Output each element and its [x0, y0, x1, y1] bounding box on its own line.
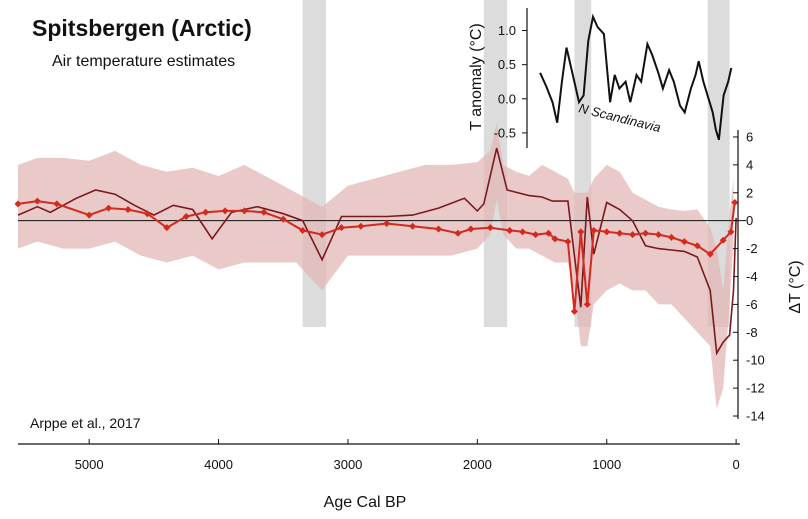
uncertainty-band [18, 123, 734, 409]
data-point [719, 236, 727, 244]
inset-y-tick-label: -0.5 [494, 125, 516, 140]
data-point [583, 300, 591, 308]
inset-chart: 1.0 0.5 0.0 -0.5 [494, 8, 733, 148]
x-tick-label: 5000 [75, 457, 104, 472]
x-tick-label: 0 [733, 457, 740, 472]
data-point [616, 229, 624, 237]
data-point [731, 199, 739, 207]
data-point [564, 238, 572, 246]
data-point [603, 228, 611, 236]
data-point [124, 206, 132, 214]
y-tick-label: -6 [746, 297, 758, 312]
data-point [143, 210, 151, 218]
marker-series-layer [14, 197, 739, 315]
data-point [435, 225, 443, 233]
data-point [590, 226, 598, 234]
y-tick-label: 4 [746, 157, 753, 172]
y-tick-label: 6 [746, 129, 753, 144]
data-point [680, 238, 688, 246]
y-tick-label: -8 [746, 325, 758, 340]
data-point [163, 224, 171, 232]
x-axis: 5000 4000 3000 2000 1000 0 [18, 439, 740, 472]
data-point [105, 204, 113, 212]
right-y-axis: 6 4 2 0 -2 -4 -6 -8 -10 -12 -14 [733, 129, 765, 424]
uncertainty-band-layer [18, 123, 747, 409]
inset-y-tick-label: 1.0 [498, 23, 516, 38]
data-point [577, 228, 585, 236]
y-tick-label: -4 [746, 269, 758, 284]
data-point [629, 231, 637, 239]
data-point [727, 228, 735, 236]
inset-y-axis-label: T anomaly (°C) [468, 23, 485, 130]
data-point [182, 212, 190, 220]
x-tick-label: 2000 [463, 457, 492, 472]
data-point [357, 222, 365, 230]
data-point [53, 200, 61, 208]
data-point [260, 208, 268, 216]
data-point [486, 224, 494, 232]
data-point [706, 250, 714, 258]
data-point [693, 242, 701, 250]
data-point [570, 307, 578, 315]
data-point [519, 228, 527, 236]
data-point [467, 225, 475, 233]
chart-subtitle: Air temperature estimates [52, 53, 235, 70]
data-point [506, 226, 514, 234]
data-point [240, 207, 248, 215]
y-tick-label: 2 [746, 185, 753, 200]
x-tick-label: 1000 [592, 457, 621, 472]
data-point [85, 211, 93, 219]
y-tick-label: 0 [746, 213, 753, 228]
data-point [532, 231, 540, 239]
data-point [279, 215, 287, 223]
y-tick-label: -12 [746, 381, 765, 396]
data-point [221, 207, 229, 215]
inset-y-tick-label: 0.5 [498, 57, 516, 72]
x-axis-label: Age Cal BP [324, 494, 407, 511]
data-point [337, 224, 345, 232]
inset-y-tick-label: 0.0 [498, 91, 516, 106]
data-point [545, 229, 553, 237]
data-point [551, 235, 559, 243]
y-tick-label: -2 [746, 241, 758, 256]
chart-title: Spitsbergen (Arctic) [32, 15, 252, 41]
y-tick-label: -10 [746, 353, 765, 368]
inset-series-line [539, 13, 733, 141]
data-point [642, 229, 650, 237]
data-point [409, 222, 417, 230]
data-point [383, 219, 391, 227]
data-point [318, 231, 326, 239]
data-point [33, 197, 41, 205]
data-point [202, 208, 210, 216]
series-line-markers [17, 200, 736, 312]
data-point [14, 200, 22, 208]
data-point [654, 231, 662, 239]
main-series-layer [17, 147, 737, 356]
x-tick-label: 4000 [204, 457, 233, 472]
y-tick-label: -14 [746, 409, 765, 424]
data-point [299, 226, 307, 234]
x-tick-label: 3000 [333, 457, 362, 472]
series-line-dark [17, 147, 737, 356]
data-point [667, 233, 675, 241]
source-citation: Arppe et al., 2017 [30, 415, 141, 431]
y-axis-label: ΔT (°C) [787, 260, 804, 313]
data-point [454, 229, 462, 237]
